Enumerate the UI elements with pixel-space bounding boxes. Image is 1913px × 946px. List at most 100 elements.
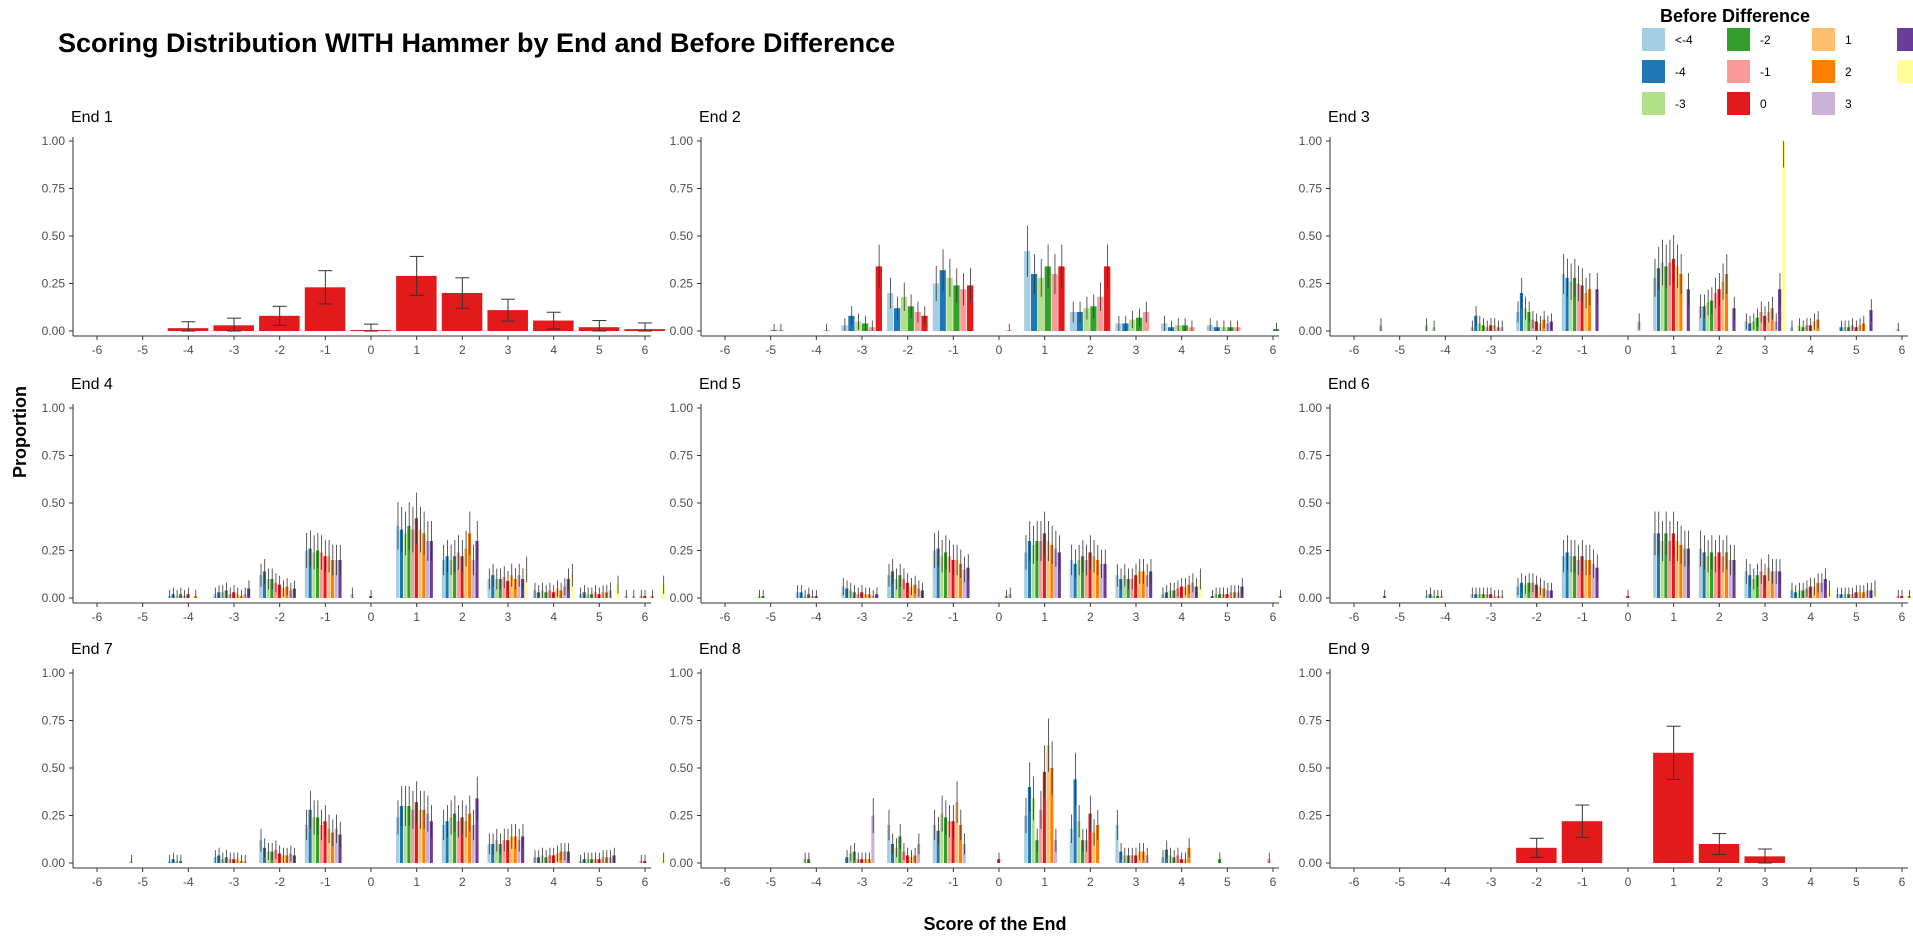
bar — [1039, 541, 1043, 598]
bar — [330, 832, 335, 863]
x-tick-label: 3 — [1133, 343, 1140, 357]
bar — [464, 548, 468, 598]
x-tick-label: 6 — [1270, 610, 1277, 624]
x-tick-label: 6 — [1899, 343, 1906, 357]
bar — [319, 825, 323, 863]
x-tick-label: 2 — [1716, 875, 1723, 889]
bar — [1044, 266, 1051, 331]
bar — [429, 541, 433, 598]
y-tick-label: 0.00 — [670, 591, 694, 605]
y-tick-label: 1.00 — [670, 666, 694, 680]
legend-swatch — [1812, 60, 1835, 83]
bar — [1103, 563, 1107, 598]
bar — [1724, 552, 1729, 598]
x-tick-label: -1 — [948, 343, 959, 357]
bar — [407, 806, 411, 863]
x-tick-label: 1 — [1670, 343, 1677, 357]
bar — [1778, 289, 1782, 331]
bar — [1709, 300, 1714, 331]
x-tick-label: -1 — [320, 875, 331, 889]
bar — [875, 266, 882, 331]
bar — [445, 821, 449, 863]
panel-6: End 6 0.00 0.25 0.50 0.75 1.00 -6 -5 -4 -3 -2 -1 0 1 2… — [1299, 376, 1911, 624]
x-tick-label: -5 — [765, 343, 776, 357]
x-tick-label: 5 — [596, 610, 603, 624]
bar — [1572, 556, 1577, 598]
bar — [1766, 567, 1771, 598]
x-tick-label: 3 — [1762, 610, 1769, 624]
bar — [1046, 541, 1050, 598]
bar — [1084, 560, 1088, 598]
bar — [1664, 266, 1668, 331]
bar — [943, 552, 948, 598]
x-tick-label: 2 — [1716, 610, 1723, 624]
bar — [955, 802, 959, 863]
bar — [1653, 533, 1657, 598]
y-tick-label: 0.50 — [670, 761, 694, 775]
bar — [471, 825, 475, 863]
bar — [955, 560, 959, 598]
bar — [1051, 274, 1058, 331]
y-tick-label: 0.00 — [670, 856, 694, 870]
bar — [1656, 533, 1660, 598]
x-tick-label: -1 — [948, 875, 959, 889]
bar — [890, 571, 894, 598]
bar — [524, 569, 528, 598]
y-tick-label: 0.25 — [42, 544, 66, 558]
bar — [946, 277, 953, 331]
x-tick-label: 3 — [505, 875, 512, 889]
legend-swatch — [1897, 60, 1913, 83]
x-tick-label: 1 — [413, 610, 420, 624]
x-tick-label: 5 — [1224, 875, 1231, 889]
y-tick-label: 0.75 — [1299, 714, 1323, 728]
x-tick-label: -6 — [92, 343, 103, 357]
bar — [396, 817, 400, 863]
y-tick-label: 0.50 — [1299, 229, 1323, 243]
bar — [312, 817, 316, 863]
bar — [513, 836, 517, 863]
bar — [1030, 274, 1038, 331]
x-tick-label: 0 — [996, 343, 1003, 357]
bar — [1569, 556, 1573, 598]
x-tick-label: -4 — [183, 610, 194, 624]
bar — [1569, 281, 1573, 331]
y-tick-label: 0.50 — [670, 496, 694, 510]
x-tick-label: 2 — [1087, 610, 1094, 624]
y-tick-label: 0.50 — [42, 761, 66, 775]
y-tick-label: 1.00 — [1299, 401, 1323, 415]
bar — [1092, 832, 1096, 863]
x-tick-label: 4 — [550, 875, 557, 889]
bar — [1698, 306, 1702, 331]
bar — [1724, 274, 1729, 331]
y-axis-label: Proportion — [10, 386, 30, 478]
x-tick-label: 1 — [413, 875, 420, 889]
x-tick-label: -1 — [1577, 343, 1588, 357]
bar — [1698, 548, 1702, 598]
x-tick-label: 4 — [1178, 875, 1185, 889]
x-tick-label: -4 — [183, 875, 194, 889]
bar — [1702, 306, 1706, 331]
bar — [940, 556, 944, 598]
bar — [338, 560, 342, 598]
bar — [319, 552, 323, 598]
bar — [452, 813, 457, 863]
bar — [1104, 266, 1111, 331]
x-tick-label: -6 — [1349, 875, 1360, 889]
bar — [418, 809, 422, 863]
bar — [1675, 541, 1679, 598]
y-tick-label: 0.75 — [42, 714, 66, 728]
legend-label: -2 — [1760, 33, 1771, 47]
x-tick-label: -4 — [183, 343, 194, 357]
x-tick-label: -4 — [811, 875, 822, 889]
bar — [1587, 560, 1592, 598]
x-tick-label: 3 — [505, 610, 512, 624]
bar — [1580, 556, 1584, 598]
bar — [414, 518, 418, 598]
bar — [1095, 825, 1100, 863]
bar — [475, 541, 479, 598]
legend-swatch — [1642, 60, 1665, 83]
x-tick-label: -4 — [1440, 343, 1451, 357]
bar — [1099, 563, 1103, 598]
bar — [958, 825, 963, 863]
